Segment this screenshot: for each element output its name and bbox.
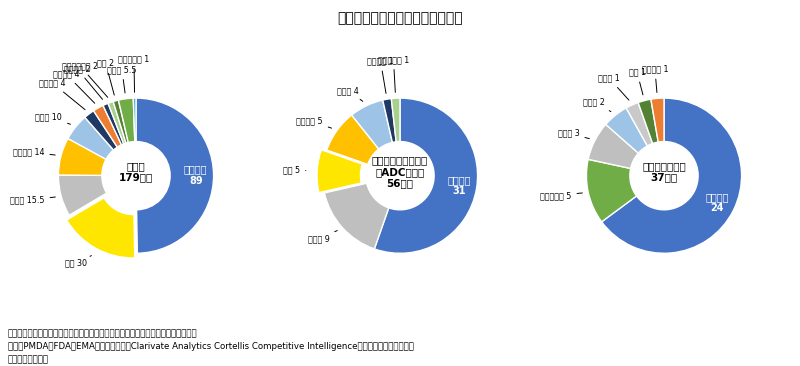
Text: スイス 1: スイス 1 xyxy=(598,74,629,100)
Wedge shape xyxy=(113,100,128,143)
Wedge shape xyxy=(626,102,653,146)
Text: フランス 4: フランス 4 xyxy=(39,78,85,110)
Wedge shape xyxy=(94,105,122,147)
Text: ドイツ 4: ドイツ 4 xyxy=(337,86,362,101)
Text: イギリス 14: イギリス 14 xyxy=(13,147,55,156)
Text: 韓国 2: 韓国 2 xyxy=(97,59,114,95)
Text: 究所にて作成: 究所にて作成 xyxy=(8,356,49,365)
Text: ベルギー 2: ベルギー 2 xyxy=(64,64,102,99)
Wedge shape xyxy=(118,98,135,142)
Wedge shape xyxy=(134,98,136,142)
Wedge shape xyxy=(66,198,134,258)
Wedge shape xyxy=(108,101,126,144)
Text: デンマーク 1: デンマーク 1 xyxy=(378,55,409,92)
Text: イタリア 4: イタリア 4 xyxy=(53,70,94,103)
Text: イタリア 1: イタリア 1 xyxy=(642,64,668,93)
Text: ベルギー 1: ベルギー 1 xyxy=(367,56,394,93)
Wedge shape xyxy=(391,98,400,142)
Wedge shape xyxy=(68,117,114,159)
Text: スイス 15.5: スイス 15.5 xyxy=(10,196,55,205)
Wedge shape xyxy=(85,111,118,150)
Wedge shape xyxy=(136,98,214,253)
Wedge shape xyxy=(606,108,647,153)
Text: 低分子
179品目: 低分子 179品目 xyxy=(119,161,153,183)
Text: ドイツ 10: ドイツ 10 xyxy=(35,112,70,124)
Text: カナダ 3: カナダ 3 xyxy=(558,128,590,139)
Text: 出所：PMDA、FDA、EMAの各公開情報、Clarivate Analytics Cortellis Competitive Intelligenceをもとに: 出所：PMDA、FDA、EMAの各公開情報、Clarivate Analytic… xyxy=(8,342,414,351)
Text: その他 5.5: その他 5.5 xyxy=(107,65,137,93)
Text: アメリカ
89: アメリカ 89 xyxy=(184,164,207,186)
Wedge shape xyxy=(326,115,378,164)
Wedge shape xyxy=(324,183,389,249)
Text: 注：出願人として複数の企業・機関が記されている場合、国籍別に均等割している: 注：出願人として複数の企業・機関が記されている場合、国籍別に均等割している xyxy=(8,329,198,339)
Text: 日本 30: 日本 30 xyxy=(66,255,91,268)
Wedge shape xyxy=(352,100,393,149)
Wedge shape xyxy=(103,103,124,145)
Text: 図５　モダリティの創出企業国籍: 図５ モダリティの創出企業国籍 xyxy=(337,11,463,25)
Wedge shape xyxy=(586,159,637,222)
Text: スイス 9: スイス 9 xyxy=(307,231,338,243)
Text: イギリス 5: イギリス 5 xyxy=(296,116,331,128)
Text: アメリカ
31: アメリカ 31 xyxy=(447,175,470,197)
Text: デンマーク 5: デンマーク 5 xyxy=(540,191,582,200)
Text: 組換えタンパク
37品目: 組換えタンパク 37品目 xyxy=(642,161,686,183)
Wedge shape xyxy=(602,98,742,253)
Text: 韓国 1: 韓国 1 xyxy=(629,68,646,95)
Wedge shape xyxy=(651,98,664,142)
Text: 特定できず 1: 特定できず 1 xyxy=(118,55,150,92)
Wedge shape xyxy=(58,138,106,175)
Text: アメリカ
24: アメリカ 24 xyxy=(706,192,729,213)
Wedge shape xyxy=(58,175,106,215)
Wedge shape xyxy=(382,98,396,142)
Wedge shape xyxy=(638,99,658,143)
Text: 日本 5: 日本 5 xyxy=(283,165,306,175)
Wedge shape xyxy=(317,150,362,193)
Text: フィンランド 2: フィンランド 2 xyxy=(62,61,108,97)
Wedge shape xyxy=(588,124,638,168)
Wedge shape xyxy=(374,98,478,253)
Text: ドイツ 2: ドイツ 2 xyxy=(582,98,611,112)
Text: モノクローナル抗体
（ADC含む）
56品目: モノクローナル抗体 （ADC含む） 56品目 xyxy=(372,155,428,188)
